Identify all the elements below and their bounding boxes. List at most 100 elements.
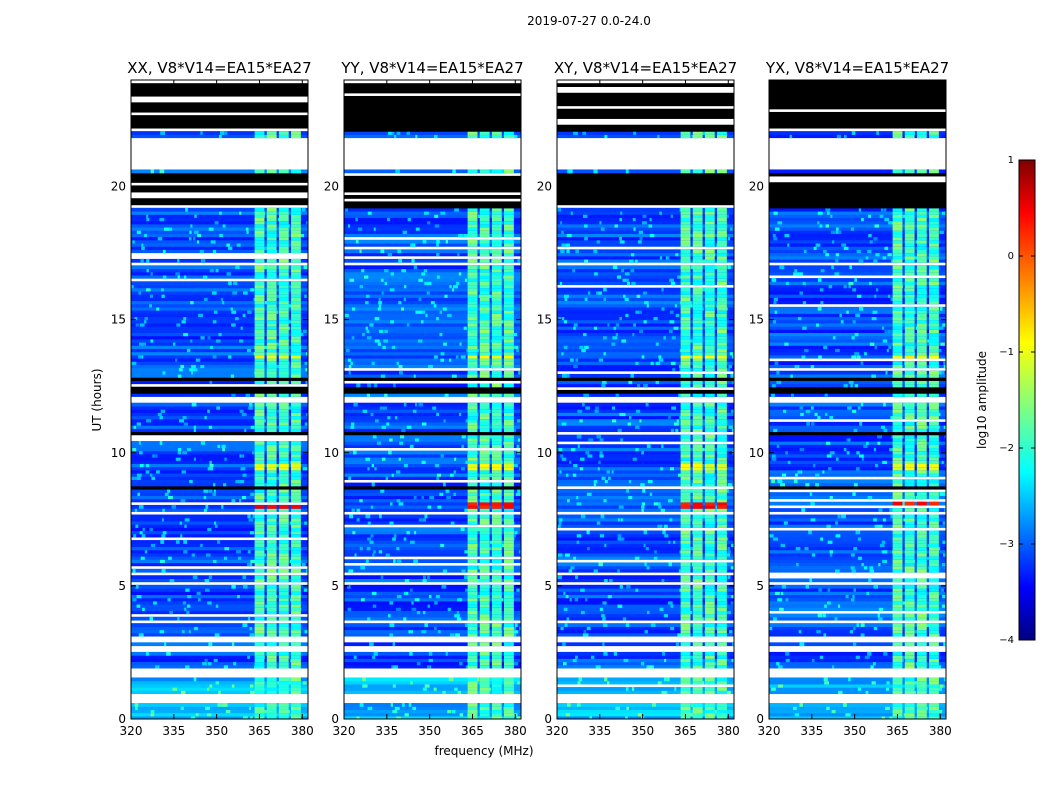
rfi-cell (929, 591, 939, 595)
noise-speckle (876, 287, 879, 292)
rfi-cell (491, 632, 502, 637)
rfi-cell (904, 316, 915, 321)
rfi-cell (479, 565, 490, 570)
rfi-cell (467, 683, 478, 688)
rfi-cell (929, 236, 939, 241)
rfi-cell (704, 476, 715, 480)
rfi-cell (704, 594, 715, 599)
dropout-row (131, 185, 308, 190)
spectrum-row (769, 271, 946, 276)
dropout-row (131, 105, 308, 110)
rfi-cell (680, 380, 691, 385)
rfi-cell (504, 268, 514, 273)
noise-speckle (147, 287, 150, 292)
rfi-cell (929, 715, 939, 719)
rfi-cell (491, 680, 502, 685)
rfi-cell (491, 300, 502, 305)
noise-speckle (427, 603, 430, 608)
rfi-cell (278, 504, 289, 509)
noise-speckle (513, 134, 518, 139)
noise-speckle (583, 332, 587, 337)
rfi-cell (266, 495, 277, 500)
rfi-cell (904, 453, 915, 458)
noise-speckle (159, 169, 165, 174)
noise-speckle (351, 421, 355, 426)
noise-speckle (914, 255, 918, 260)
rfi-cell (504, 533, 514, 538)
rfi-cell (904, 405, 915, 410)
noise-speckle (612, 418, 617, 423)
noise-speckle (398, 258, 402, 263)
spectrum-row (131, 603, 308, 608)
rfi-cell (916, 482, 927, 487)
rfi-cell (504, 239, 514, 244)
rfi-cell (916, 338, 927, 343)
rfi-cell (266, 642, 277, 647)
rfi-cell (504, 527, 514, 532)
noise-speckle (579, 466, 584, 471)
noise-speckle (877, 613, 880, 618)
rfi-cell (266, 409, 277, 413)
noise-speckle (513, 629, 519, 634)
noise-speckle (850, 597, 855, 602)
noise-speckle (434, 626, 437, 631)
rfi-cell (266, 683, 277, 688)
noise-speckle (388, 613, 391, 618)
noise-speckle (386, 217, 391, 222)
rfi-cell (504, 345, 514, 349)
noise-speckle (785, 450, 788, 455)
noise-speckle (396, 594, 402, 599)
rfi-cell (929, 402, 939, 407)
rfi-cell (266, 217, 277, 222)
noise-speckle (852, 492, 856, 496)
rfi-cell (892, 306, 903, 311)
noise-speckle (370, 412, 374, 417)
rfi-cell (467, 421, 478, 426)
rfi-cell (291, 603, 301, 608)
rfi-cell (929, 284, 939, 289)
noise-speckle (889, 715, 893, 719)
rfi-cell (692, 230, 703, 234)
rfi-cell (291, 210, 301, 215)
rfi-cell (916, 409, 927, 413)
noise-speckle (819, 287, 824, 292)
noise-speckle (356, 508, 361, 512)
rfi-cell (929, 690, 939, 695)
noise-speckle (449, 284, 452, 289)
spectrum-row (344, 134, 521, 139)
rfi-cell (479, 233, 490, 238)
y-tick-label: 20 (111, 180, 126, 194)
spectrum-row (131, 453, 308, 458)
rfi-cell (704, 297, 715, 302)
rfi-cell (491, 677, 502, 682)
noise-speckle (619, 316, 622, 321)
rfi-cell (491, 332, 502, 337)
spectrum-row (769, 520, 946, 525)
noise-speckle (632, 457, 637, 461)
noise-speckle (631, 687, 635, 691)
noise-speckle (853, 546, 858, 551)
rfi-cell (717, 460, 727, 464)
rfi-cell (717, 338, 727, 343)
rfi-cell (892, 341, 903, 346)
noise-speckle (275, 364, 280, 369)
rfi-cell (504, 469, 514, 474)
spectrum-row (557, 642, 734, 647)
rfi-cell (892, 217, 903, 222)
rfi-cell (254, 517, 265, 522)
spectrum-row (557, 536, 734, 541)
noise-speckle (348, 568, 354, 573)
noise-speckle (161, 287, 164, 292)
noise-speckle (347, 357, 352, 362)
rfi-cell (291, 226, 301, 231)
spectrum-row (344, 453, 521, 458)
rfi-cell (491, 252, 502, 257)
noise-speckle (603, 287, 607, 292)
rfi-cell (504, 514, 514, 519)
noise-speckle (867, 249, 872, 254)
rfi-cell (504, 310, 514, 314)
rfi-cell (892, 629, 903, 634)
rfi-cell (504, 134, 514, 139)
noise-speckle (401, 428, 406, 433)
noise-speckle (670, 626, 675, 631)
